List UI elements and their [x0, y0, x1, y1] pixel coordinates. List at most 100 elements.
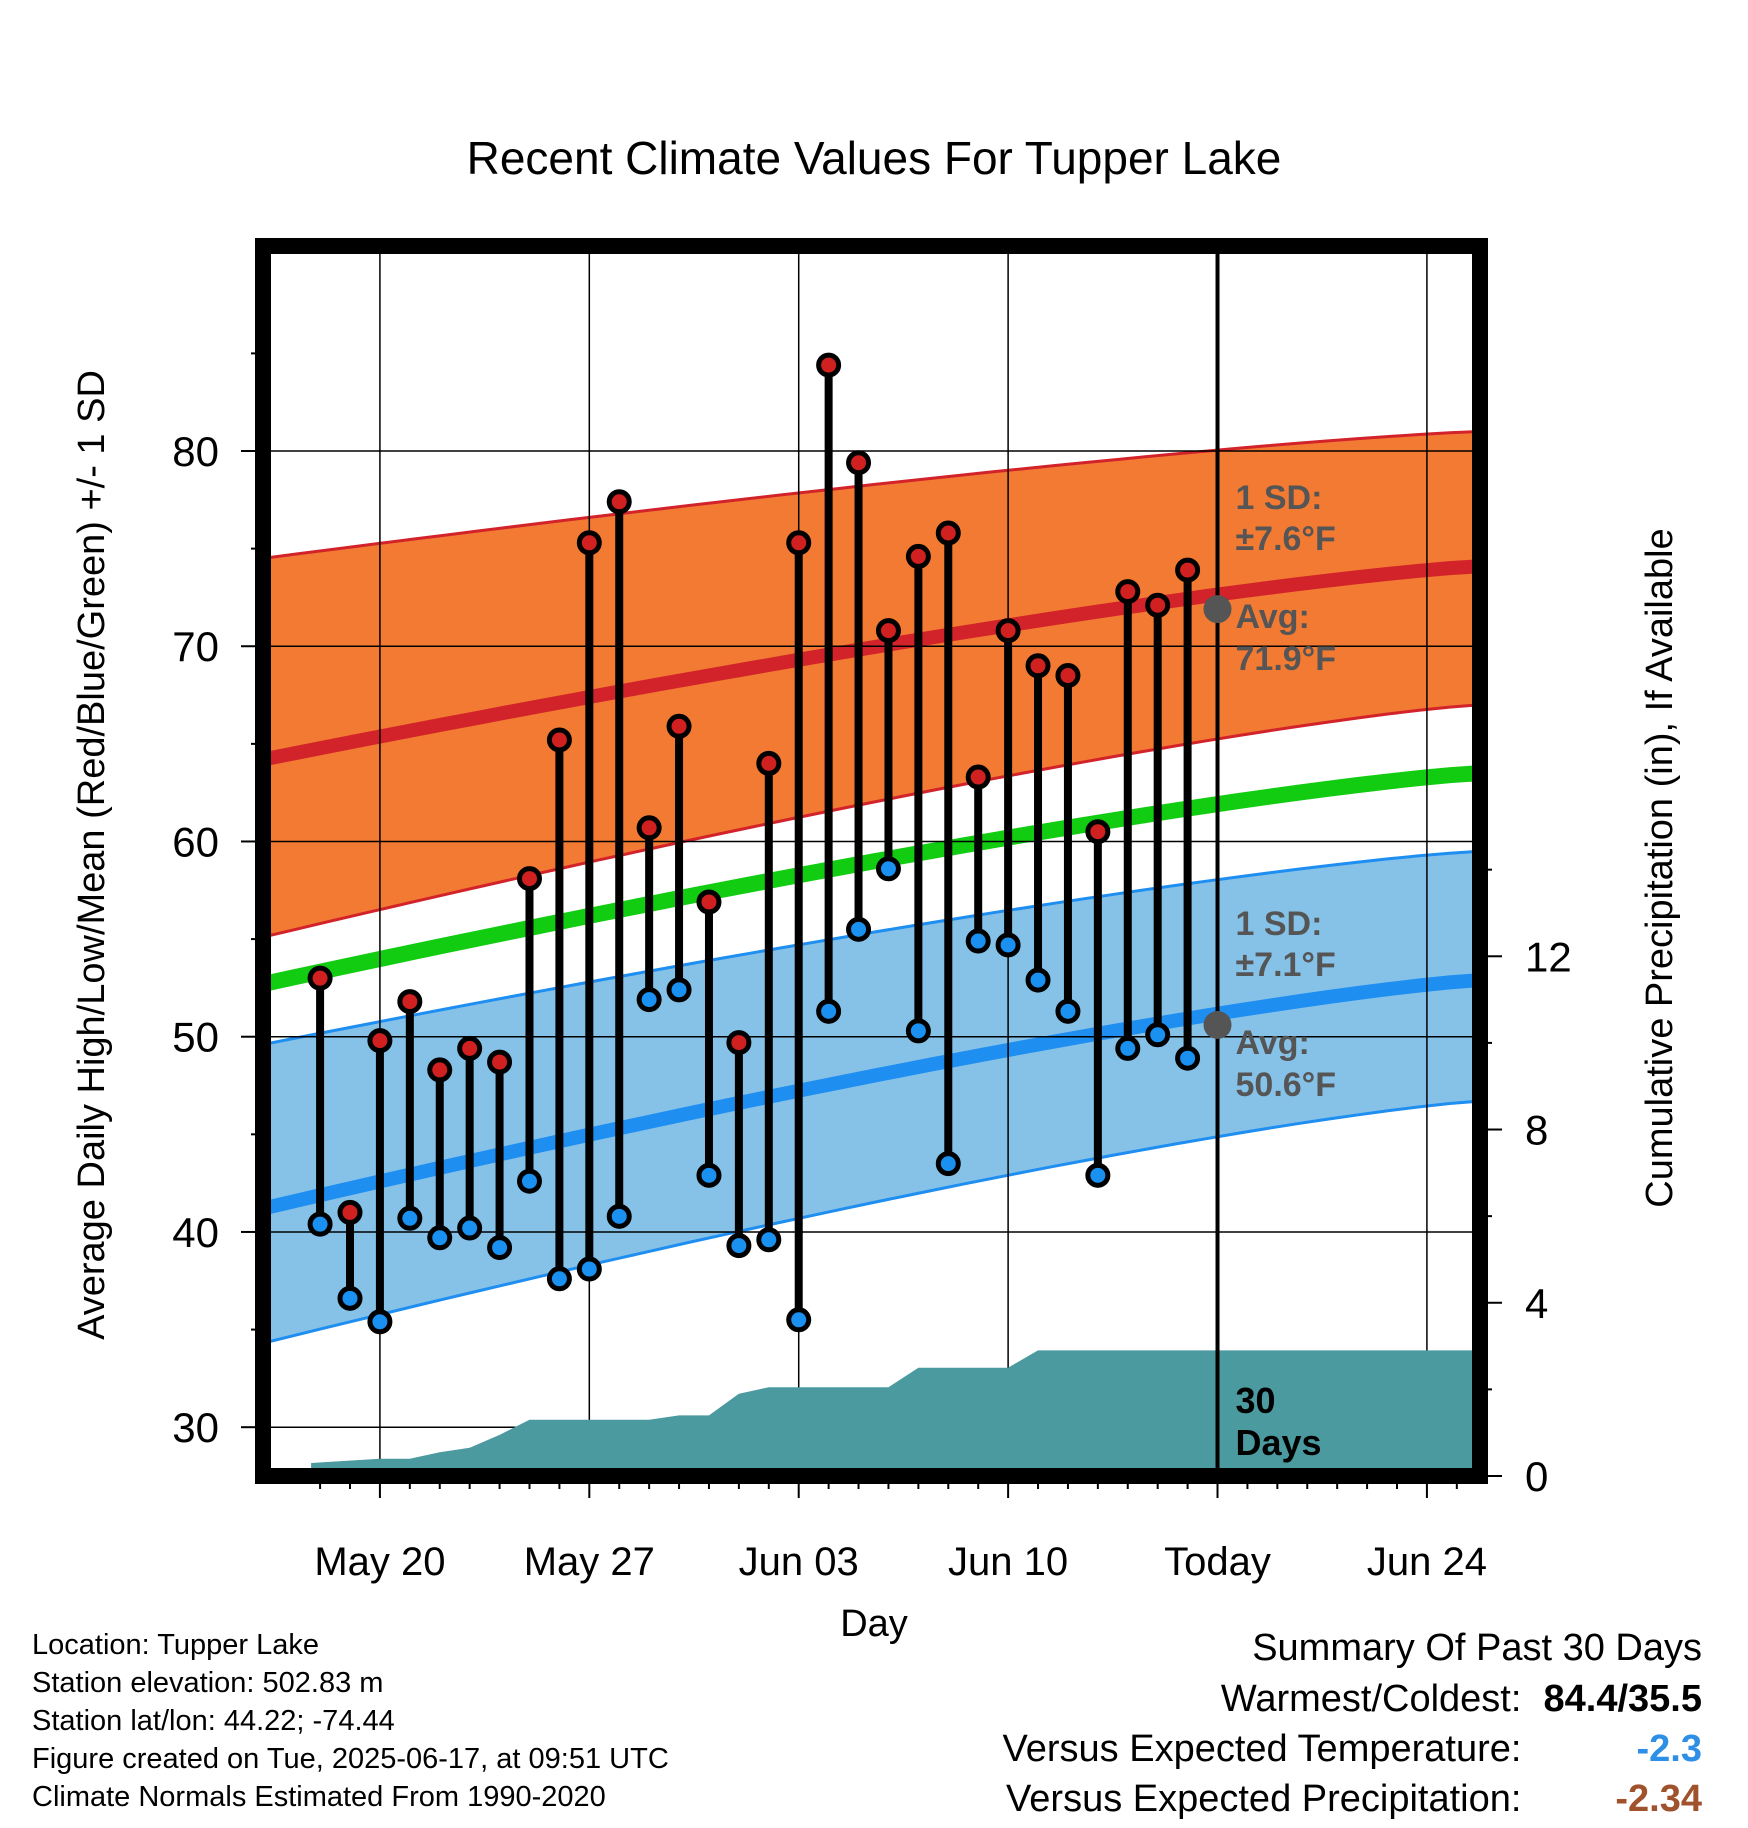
daily-high-point	[337, 1199, 363, 1225]
daily-low-point	[1145, 1022, 1171, 1048]
high-avg-label: Avg:	[1236, 598, 1310, 636]
chart-title: Recent Climate Values For Tupper Lake	[467, 132, 1282, 184]
daily-low-point	[337, 1285, 363, 1311]
daily-high-point	[726, 1030, 752, 1056]
daily-low-point	[427, 1225, 453, 1251]
daily-high-point	[786, 530, 812, 556]
high-avg-value: 71.9°F	[1236, 640, 1337, 678]
daily-high-point	[576, 530, 602, 556]
low-sd-lower-line	[263, 1099, 1480, 1345]
precip-label: Versus Expected Precipitation:	[1006, 1778, 1522, 1820]
daily-high-point	[1025, 653, 1051, 679]
daily-high-point	[696, 889, 722, 915]
station-info: Location: Tupper Lake Station elevation:…	[32, 1626, 669, 1816]
y-tick-label: 70	[172, 623, 219, 670]
summary-row-temp: Versus Expected Temperature: -2.3	[1003, 1724, 1702, 1774]
y2-tick-label: 12	[1525, 933, 1572, 980]
daily-high-point	[606, 489, 632, 515]
daily-low-point	[816, 998, 842, 1024]
daily-high-point	[1145, 592, 1171, 618]
summary-row-precip: Versus Expected Precipitation: -2.34	[1003, 1774, 1702, 1824]
daily-high-point	[756, 750, 782, 776]
daily-low-point	[606, 1203, 632, 1229]
today-normal-low-marker	[1203, 1011, 1232, 1039]
summary-title: Summary Of Past 30 Days	[1252, 1627, 1702, 1669]
daily-high-point	[816, 352, 842, 378]
daily-high-point	[666, 713, 692, 739]
daily-high-point	[487, 1049, 513, 1075]
daily-high-point	[905, 543, 931, 569]
daily-high-point	[1055, 663, 1081, 689]
high-sd-value: ±7.6°F	[1236, 520, 1336, 558]
x-tick-label: Jun 03	[739, 1540, 859, 1584]
y2-tick-label: 0	[1525, 1453, 1548, 1500]
low-sd-value: ±7.1°F	[1236, 946, 1336, 984]
daily-low-point	[636, 987, 662, 1013]
high-sd-band	[263, 431, 1480, 938]
daily-high-point	[995, 618, 1021, 644]
daily-low-point	[965, 928, 991, 954]
low-avg-label: Avg:	[1236, 1024, 1310, 1062]
daily-high-point	[546, 727, 572, 753]
daily-high-point	[427, 1057, 453, 1083]
daily-high-point	[397, 989, 423, 1015]
x-tick-label: May 20	[314, 1540, 445, 1584]
daily-low-point	[905, 1018, 931, 1044]
daily-high-point	[457, 1035, 483, 1061]
today-normal-high-marker	[1203, 595, 1232, 624]
x-tick-label: Jun 10	[948, 1540, 1068, 1584]
y-axis-label: Average Daily High/Low/Mean (Red/Blue/Gr…	[71, 370, 113, 1340]
latlon-text: Station lat/lon: 44.22; -74.44	[32, 1705, 395, 1737]
daily-low-point	[367, 1309, 393, 1335]
y-tick-label: 80	[172, 428, 219, 475]
daily-low-point	[756, 1227, 782, 1253]
x-tick-label: May 27	[524, 1540, 655, 1584]
daily-low-point	[1115, 1035, 1141, 1061]
cumulative-precip-area	[311, 1350, 1480, 1476]
plot-area	[263, 246, 1480, 1476]
days-label-line1: 30	[1236, 1380, 1276, 1421]
daily-low-point	[935, 1151, 961, 1177]
location-text: Location: Tupper Lake	[32, 1629, 319, 1661]
low-sd-label: 1 SD:	[1236, 905, 1323, 943]
y2-axis-label: Cumulative Precipitation (in), If Availa…	[1639, 528, 1681, 1207]
daily-low-point	[516, 1168, 542, 1194]
daily-low-point	[546, 1266, 572, 1292]
daily-low-point	[487, 1235, 513, 1261]
high-sd-label: 1 SD:	[1236, 479, 1323, 517]
daily-low-point	[1175, 1045, 1201, 1071]
warmest-label: Warmest/Coldest:	[1220, 1678, 1522, 1720]
daily-low-point	[786, 1307, 812, 1333]
y-tick-label: 60	[172, 818, 219, 865]
normal-high-line	[263, 559, 1480, 767]
low-sd-band	[263, 851, 1480, 1344]
daily-high-point	[965, 764, 991, 790]
daily-low-point	[726, 1233, 752, 1259]
x-tick-label: Jun 24	[1367, 1540, 1487, 1584]
temp-value: -2.3	[1636, 1728, 1702, 1770]
daily-high-point	[935, 520, 961, 546]
days-label-line2: Days	[1236, 1422, 1322, 1463]
elevation-text: Station elevation: 502.83 m	[32, 1667, 384, 1699]
summary-row-warmest: Warmest/Coldest: 84.4/35.5	[1003, 1674, 1702, 1724]
low-avg-value: 50.6°F	[1236, 1066, 1337, 1104]
daily-low-point	[307, 1211, 333, 1237]
y2-tick-label: 4	[1525, 1280, 1548, 1327]
warmest-value: 84.4/35.5	[1543, 1678, 1702, 1720]
normal-mean-line	[263, 765, 1480, 992]
daily-low-point	[1055, 998, 1081, 1024]
daily-low-point	[457, 1215, 483, 1241]
summary-panel: Summary Of Past 30 Days Warmest/Coldest:…	[1003, 1622, 1702, 1824]
daily-low-point	[1085, 1162, 1111, 1188]
x-axis-label: Day	[840, 1603, 908, 1645]
daily-high-point	[1085, 819, 1111, 845]
daily-high-point	[516, 866, 542, 892]
low-sd-upper-line	[263, 849, 1480, 1046]
daily-low-point	[1025, 967, 1051, 993]
daily-high-point	[636, 815, 662, 841]
daily-high-point	[307, 965, 333, 991]
daily-low-point	[995, 932, 1021, 958]
y-tick-label: 30	[172, 1404, 219, 1451]
high-sd-upper-line	[263, 430, 1480, 560]
